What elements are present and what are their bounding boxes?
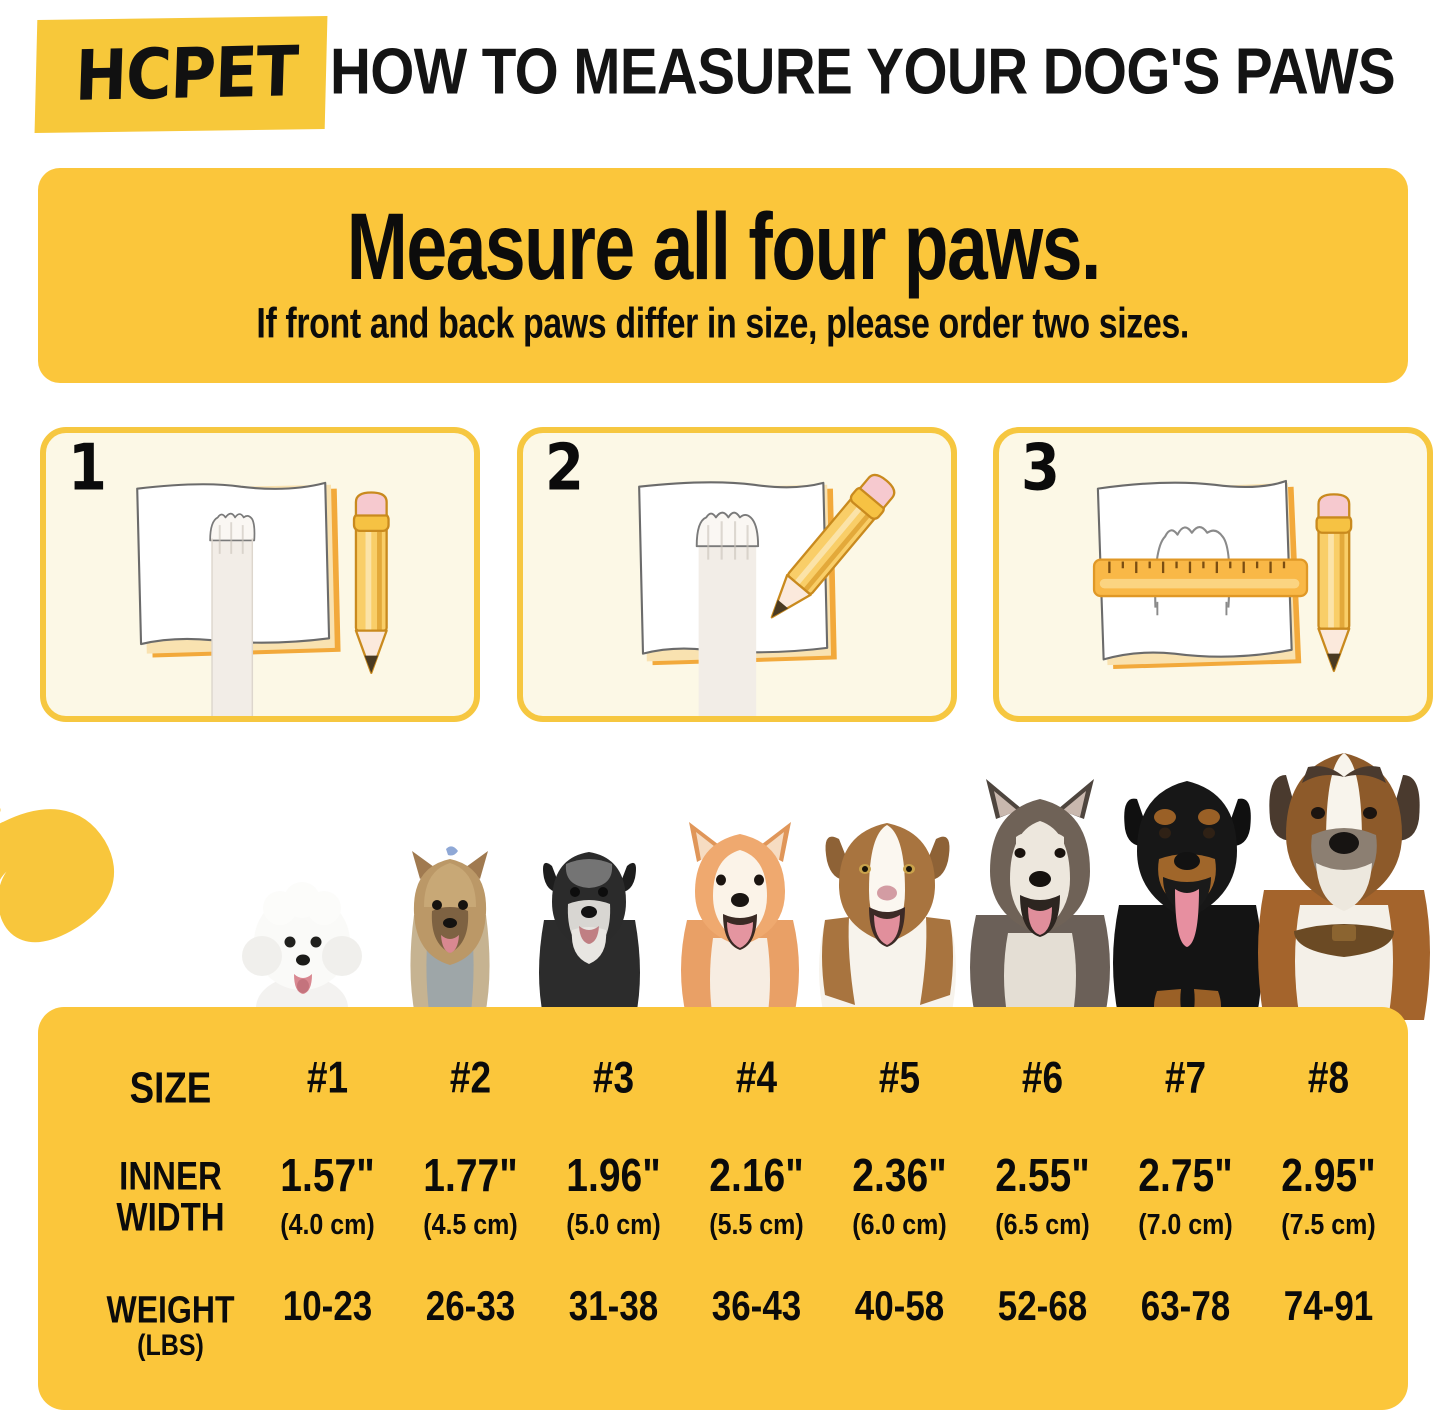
table-cell-size-1: #1 xyxy=(306,1052,349,1102)
table-row-weight: WEIGHT (LBS) 10-23 26-33 31-38 36-43 40-… xyxy=(38,1283,1408,1387)
banner-headline: Measure all four paws. xyxy=(346,193,1101,300)
row-label-inner-width-line1: INNER xyxy=(119,1153,222,1199)
table-cell-weight-4: 36-43 xyxy=(711,1283,802,1330)
brand-logo: HCPET xyxy=(74,30,300,117)
paw-on-paper-icon xyxy=(136,481,390,716)
width-cm-1: (4.0 cm) xyxy=(280,1208,375,1242)
dog-alaskan-malamute xyxy=(960,775,1120,1020)
step-number-1: 1 xyxy=(68,431,107,506)
table-cell-size-7: #7 xyxy=(1164,1052,1207,1102)
table-cell-width-6: 2.55" (6.5 cm) xyxy=(971,1153,1114,1267)
table-cell-width-2: 1.77" (4.5 cm) xyxy=(399,1153,542,1267)
table-cell-weight-7: 63-78 xyxy=(1140,1283,1231,1330)
table-cell-weight-2: 26-33 xyxy=(425,1283,516,1330)
dog-australian-shepherd xyxy=(805,795,970,1020)
width-in-4: 2.16" xyxy=(709,1151,804,1202)
table-cell-size-2: #2 xyxy=(449,1052,492,1102)
dog-rottweiler xyxy=(1105,755,1270,1020)
width-in-6: 2.55" xyxy=(995,1151,1090,1202)
width-in-3: 1.96" xyxy=(566,1151,661,1202)
dog-schnauzer xyxy=(522,830,657,1020)
dog-yorkshire-terrier xyxy=(390,845,510,1020)
table-cell-weight-8: 74-91 xyxy=(1283,1283,1374,1330)
width-cm-2: (4.5 cm) xyxy=(423,1208,518,1242)
banner-subtext: If front and back paws differ in size, p… xyxy=(256,299,1190,348)
step-card-3: 3 xyxy=(993,427,1433,722)
step-number-3: 3 xyxy=(1021,431,1060,506)
width-cm-3: (5.0 cm) xyxy=(566,1208,661,1242)
table-cell-width-4: 2.16" (5.5 cm) xyxy=(685,1153,828,1267)
table-cell-width-3: 1.96" (5.0 cm) xyxy=(542,1153,685,1267)
steps-row: 1 xyxy=(40,427,1433,722)
inner-width-cells: 1.57" (4.0 cm) 1.77" (4.5 cm) 1.96" (5.0… xyxy=(256,1153,1400,1267)
width-in-7: 2.75" xyxy=(1138,1151,1233,1202)
width-in-1: 1.57" xyxy=(280,1151,375,1202)
step-card-1: 1 xyxy=(40,427,480,722)
table-cell-size-4: #4 xyxy=(735,1052,778,1102)
instruction-banner: Measure all four paws. If front and back… xyxy=(38,168,1408,383)
table-row-inner-width: INNER WIDTH 1.57" (4.0 cm) 1.77" (4.5 cm… xyxy=(38,1153,1408,1267)
page-title: HOW TO MEASURE YOUR DOG'S PAWS xyxy=(330,34,1396,108)
table-cell-weight-1: 10-23 xyxy=(282,1283,373,1330)
width-in-8: 2.95" xyxy=(1281,1151,1376,1202)
width-cm-5: (6.0 cm) xyxy=(852,1208,947,1242)
row-label-inner-width-line2: WIDTH xyxy=(116,1194,225,1240)
table-cell-width-1: 1.57" (4.0 cm) xyxy=(256,1153,399,1267)
width-cm-7: (7.0 cm) xyxy=(1138,1208,1233,1242)
table-cell-width-8: 2.95" (7.5 cm) xyxy=(1257,1153,1400,1267)
width-in-5: 2.36" xyxy=(852,1151,947,1202)
table-cell-size-8: #8 xyxy=(1307,1052,1350,1102)
width-cm-4: (5.5 cm) xyxy=(709,1208,804,1242)
weight-cells: 10-23 26-33 31-38 36-43 40-58 52-68 63-7… xyxy=(256,1283,1400,1387)
width-in-2: 1.77" xyxy=(423,1151,518,1202)
row-label-weight: WEIGHT (LBS) xyxy=(78,1287,263,1363)
size-cells: #1 #2 #3 #4 #5 #6 #7 #8 xyxy=(256,1053,1400,1121)
ruler-measure-icon xyxy=(1092,479,1353,673)
table-cell-width-5: 2.36" (6.0 cm) xyxy=(828,1153,971,1267)
table-cell-weight-5: 40-58 xyxy=(854,1283,945,1330)
dog-breed-strip xyxy=(0,735,1445,1020)
tracing-paw-icon xyxy=(638,473,896,716)
width-cm-8: (7.5 cm) xyxy=(1281,1208,1376,1242)
row-label-weight-line2: (LBS) xyxy=(137,1328,204,1363)
row-label-weight-line1: WEIGHT xyxy=(106,1287,235,1331)
dog-shiba-inu xyxy=(665,810,815,1020)
table-cell-size-6: #6 xyxy=(1021,1052,1064,1102)
step-card-2: 2 xyxy=(517,427,957,722)
row-label-size: SIZE xyxy=(129,1062,212,1113)
table-cell-weight-6: 52-68 xyxy=(997,1283,1088,1330)
step-number-2: 2 xyxy=(545,431,584,506)
table-row-size: SIZE #1 #2 #3 #4 #5 #6 #7 #8 xyxy=(38,1053,1408,1121)
dog-bichon-frise xyxy=(232,870,372,1020)
table-cell-size-5: #5 xyxy=(878,1052,921,1102)
paw-swoosh-decoration xyxy=(0,807,114,943)
row-label-inner-width: INNER WIDTH xyxy=(78,1153,263,1240)
size-chart-table: SIZE #1 #2 #3 #4 #5 #6 #7 #8 INNER WIDTH… xyxy=(38,1007,1408,1410)
table-cell-weight-3: 31-38 xyxy=(568,1283,659,1330)
width-cm-6: (6.5 cm) xyxy=(995,1208,1090,1242)
dog-saint-bernard xyxy=(1252,735,1437,1020)
table-cell-width-7: 2.75" (7.0 cm) xyxy=(1114,1153,1257,1267)
page-header: HCPET HOW TO MEASURE YOUR DOG'S PAWS xyxy=(0,0,1445,150)
table-cell-size-3: #3 xyxy=(592,1052,635,1102)
